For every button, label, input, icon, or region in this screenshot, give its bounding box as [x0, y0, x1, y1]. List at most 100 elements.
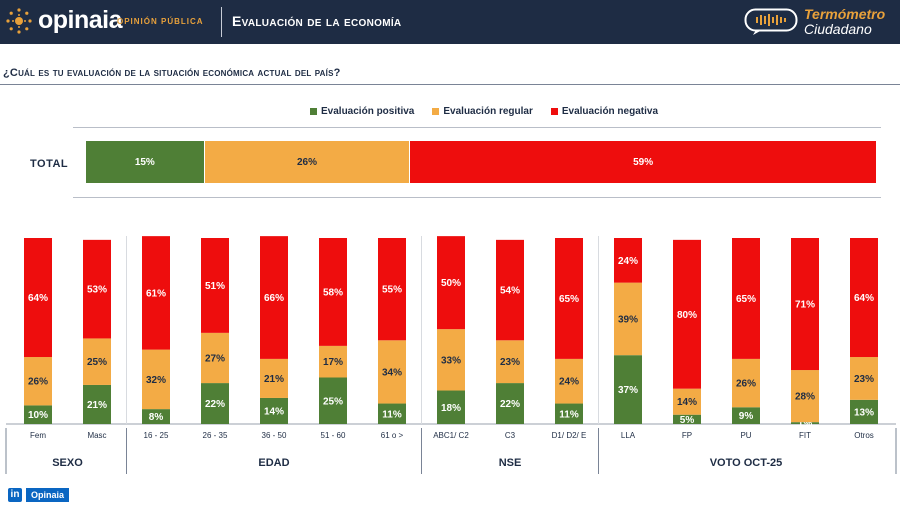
data-label-regular-1: 25%	[87, 357, 107, 368]
badge-line-1: Termómetro	[804, 6, 886, 22]
data-label-positive-8: 22%	[500, 399, 520, 410]
data-label-negative-5: 58%	[323, 287, 343, 298]
bar-regular-6	[378, 340, 406, 404]
x-tick-label-14: Otros	[854, 431, 874, 440]
data-label-regular-13: 28%	[795, 392, 815, 403]
legend-swatch-regular	[432, 108, 440, 115]
bar-positive-1	[83, 384, 111, 424]
bar-positive-8	[496, 383, 524, 424]
x-tick-label-11: FP	[682, 431, 692, 440]
data-label-positive-12: 9%	[739, 411, 754, 422]
data-label-negative-14: 64%	[854, 293, 874, 304]
bar-regular-10	[614, 282, 642, 356]
data-label-regular-6: 34%	[382, 367, 402, 378]
data-label-positive-5: 25%	[323, 396, 343, 407]
bar-positive-13	[791, 422, 819, 424]
legend-swatch-positive	[310, 108, 317, 115]
x-tick-label-1: Masc	[87, 431, 106, 440]
bar-regular-9	[555, 358, 583, 404]
bar-negative-12	[732, 238, 760, 359]
data-label-negative-6: 55%	[382, 285, 402, 296]
bar-positive-11	[673, 414, 701, 424]
data-label-regular-11: 14%	[677, 397, 697, 408]
bar-negative-3	[201, 238, 229, 333]
bar-regular-0	[24, 357, 52, 406]
group-label-3: VOTO OCT-25	[710, 457, 783, 469]
linkedin-icon[interactable]: in	[8, 488, 22, 502]
data-label-regular-0: 26%	[28, 377, 48, 388]
data-label-regular-3: 27%	[205, 353, 225, 364]
bar-negative-1	[83, 239, 111, 339]
bar-negative-8	[496, 239, 524, 341]
data-label-negative-0: 64%	[28, 293, 48, 304]
legend-label-regular: Evaluación regular	[443, 106, 533, 117]
bar-regular-12	[732, 358, 760, 408]
bar-positive-14	[850, 399, 878, 424]
x-tick-label-8: C3	[505, 431, 516, 440]
data-label-regular-14: 23%	[854, 374, 874, 385]
data-label-negative-12: 65%	[736, 294, 756, 305]
legend-item-positive: Evaluación positiva	[310, 106, 414, 117]
question-text: ¿Cuál es tu evaluación de la situación e…	[3, 67, 341, 79]
badge-line-2: Ciudadano	[804, 21, 872, 37]
x-tick-label-5: 51 - 60	[321, 431, 346, 440]
legend-item-negative: Evaluación negativa	[550, 106, 659, 117]
data-label-regular-8: 23%	[500, 357, 520, 368]
linkedin-account-name[interactable]: Opinaia	[26, 488, 70, 502]
bar-negative-9	[555, 238, 583, 359]
bar-positive-5	[319, 377, 347, 424]
data-label-positive-4: 14%	[264, 406, 284, 417]
bar-negative-10	[614, 238, 642, 283]
data-label-positive-11: 5%	[680, 415, 695, 426]
bar-regular-7	[437, 329, 465, 391]
data-label-negative-4: 66%	[264, 293, 284, 304]
x-tick-label-10: LLA	[621, 431, 636, 440]
data-label-regular-7: 33%	[441, 355, 461, 366]
data-label-positive-10: 37%	[618, 385, 638, 396]
data-label-negative-11: 80%	[677, 310, 697, 321]
data-label-regular-10: 39%	[618, 314, 638, 325]
bar-positive-3	[201, 383, 229, 424]
data-label-positive-2: 8%	[149, 412, 164, 423]
total-bottom-rule	[73, 197, 881, 198]
bar-negative-11	[673, 239, 701, 389]
bar-regular-4	[260, 358, 288, 398]
legend-label-positive: Evaluación positiva	[321, 106, 415, 117]
data-label-negative-8: 54%	[500, 286, 520, 297]
data-label-negative-13: 71%	[795, 300, 815, 311]
data-label-regular-9: 24%	[559, 377, 579, 388]
data-label-regular-4: 21%	[264, 374, 284, 385]
bar-positive-9	[555, 403, 583, 424]
chart-legend: Evaluación positiva Evaluación regular E…	[310, 106, 676, 117]
total-segment-regular: 26%	[204, 141, 411, 183]
data-label-regular-2: 32%	[146, 375, 166, 386]
legend-item-regular: Evaluación regular	[432, 106, 533, 117]
bar-positive-12	[732, 407, 760, 424]
x-tick-label-12: PU	[740, 431, 751, 440]
data-label-positive-1: 21%	[87, 400, 107, 411]
data-label-negative-2: 61%	[146, 288, 166, 299]
data-label-positive-7: 18%	[441, 403, 461, 414]
x-tick-label-6: 61 o >	[381, 431, 404, 440]
legend-label-negative: Evaluación negativa	[561, 106, 659, 117]
header-divider	[221, 7, 222, 37]
bar-positive-2	[142, 409, 170, 424]
page-title: Evaluación de la economía	[232, 13, 402, 29]
data-label-negative-7: 50%	[441, 278, 461, 289]
bar-regular-1	[83, 338, 111, 385]
bar-regular-5	[319, 345, 347, 378]
bar-negative-7	[437, 236, 465, 330]
data-label-positive-3: 22%	[205, 399, 225, 410]
bar-negative-4	[260, 236, 288, 359]
bar-regular-3	[201, 332, 229, 384]
bar-regular-11	[673, 388, 701, 415]
x-tick-label-0: Fem	[30, 431, 46, 440]
data-label-regular-5: 17%	[323, 357, 343, 368]
data-label-positive-6: 11%	[382, 409, 402, 420]
bar-negative-6	[378, 238, 406, 341]
total-label: TOTAL	[30, 158, 69, 170]
data-label-negative-9: 65%	[559, 294, 579, 305]
group-label-0: SEXO	[52, 457, 83, 469]
speech-bubble-icon	[744, 8, 798, 35]
x-tick-label-3: 26 - 35	[203, 431, 228, 440]
